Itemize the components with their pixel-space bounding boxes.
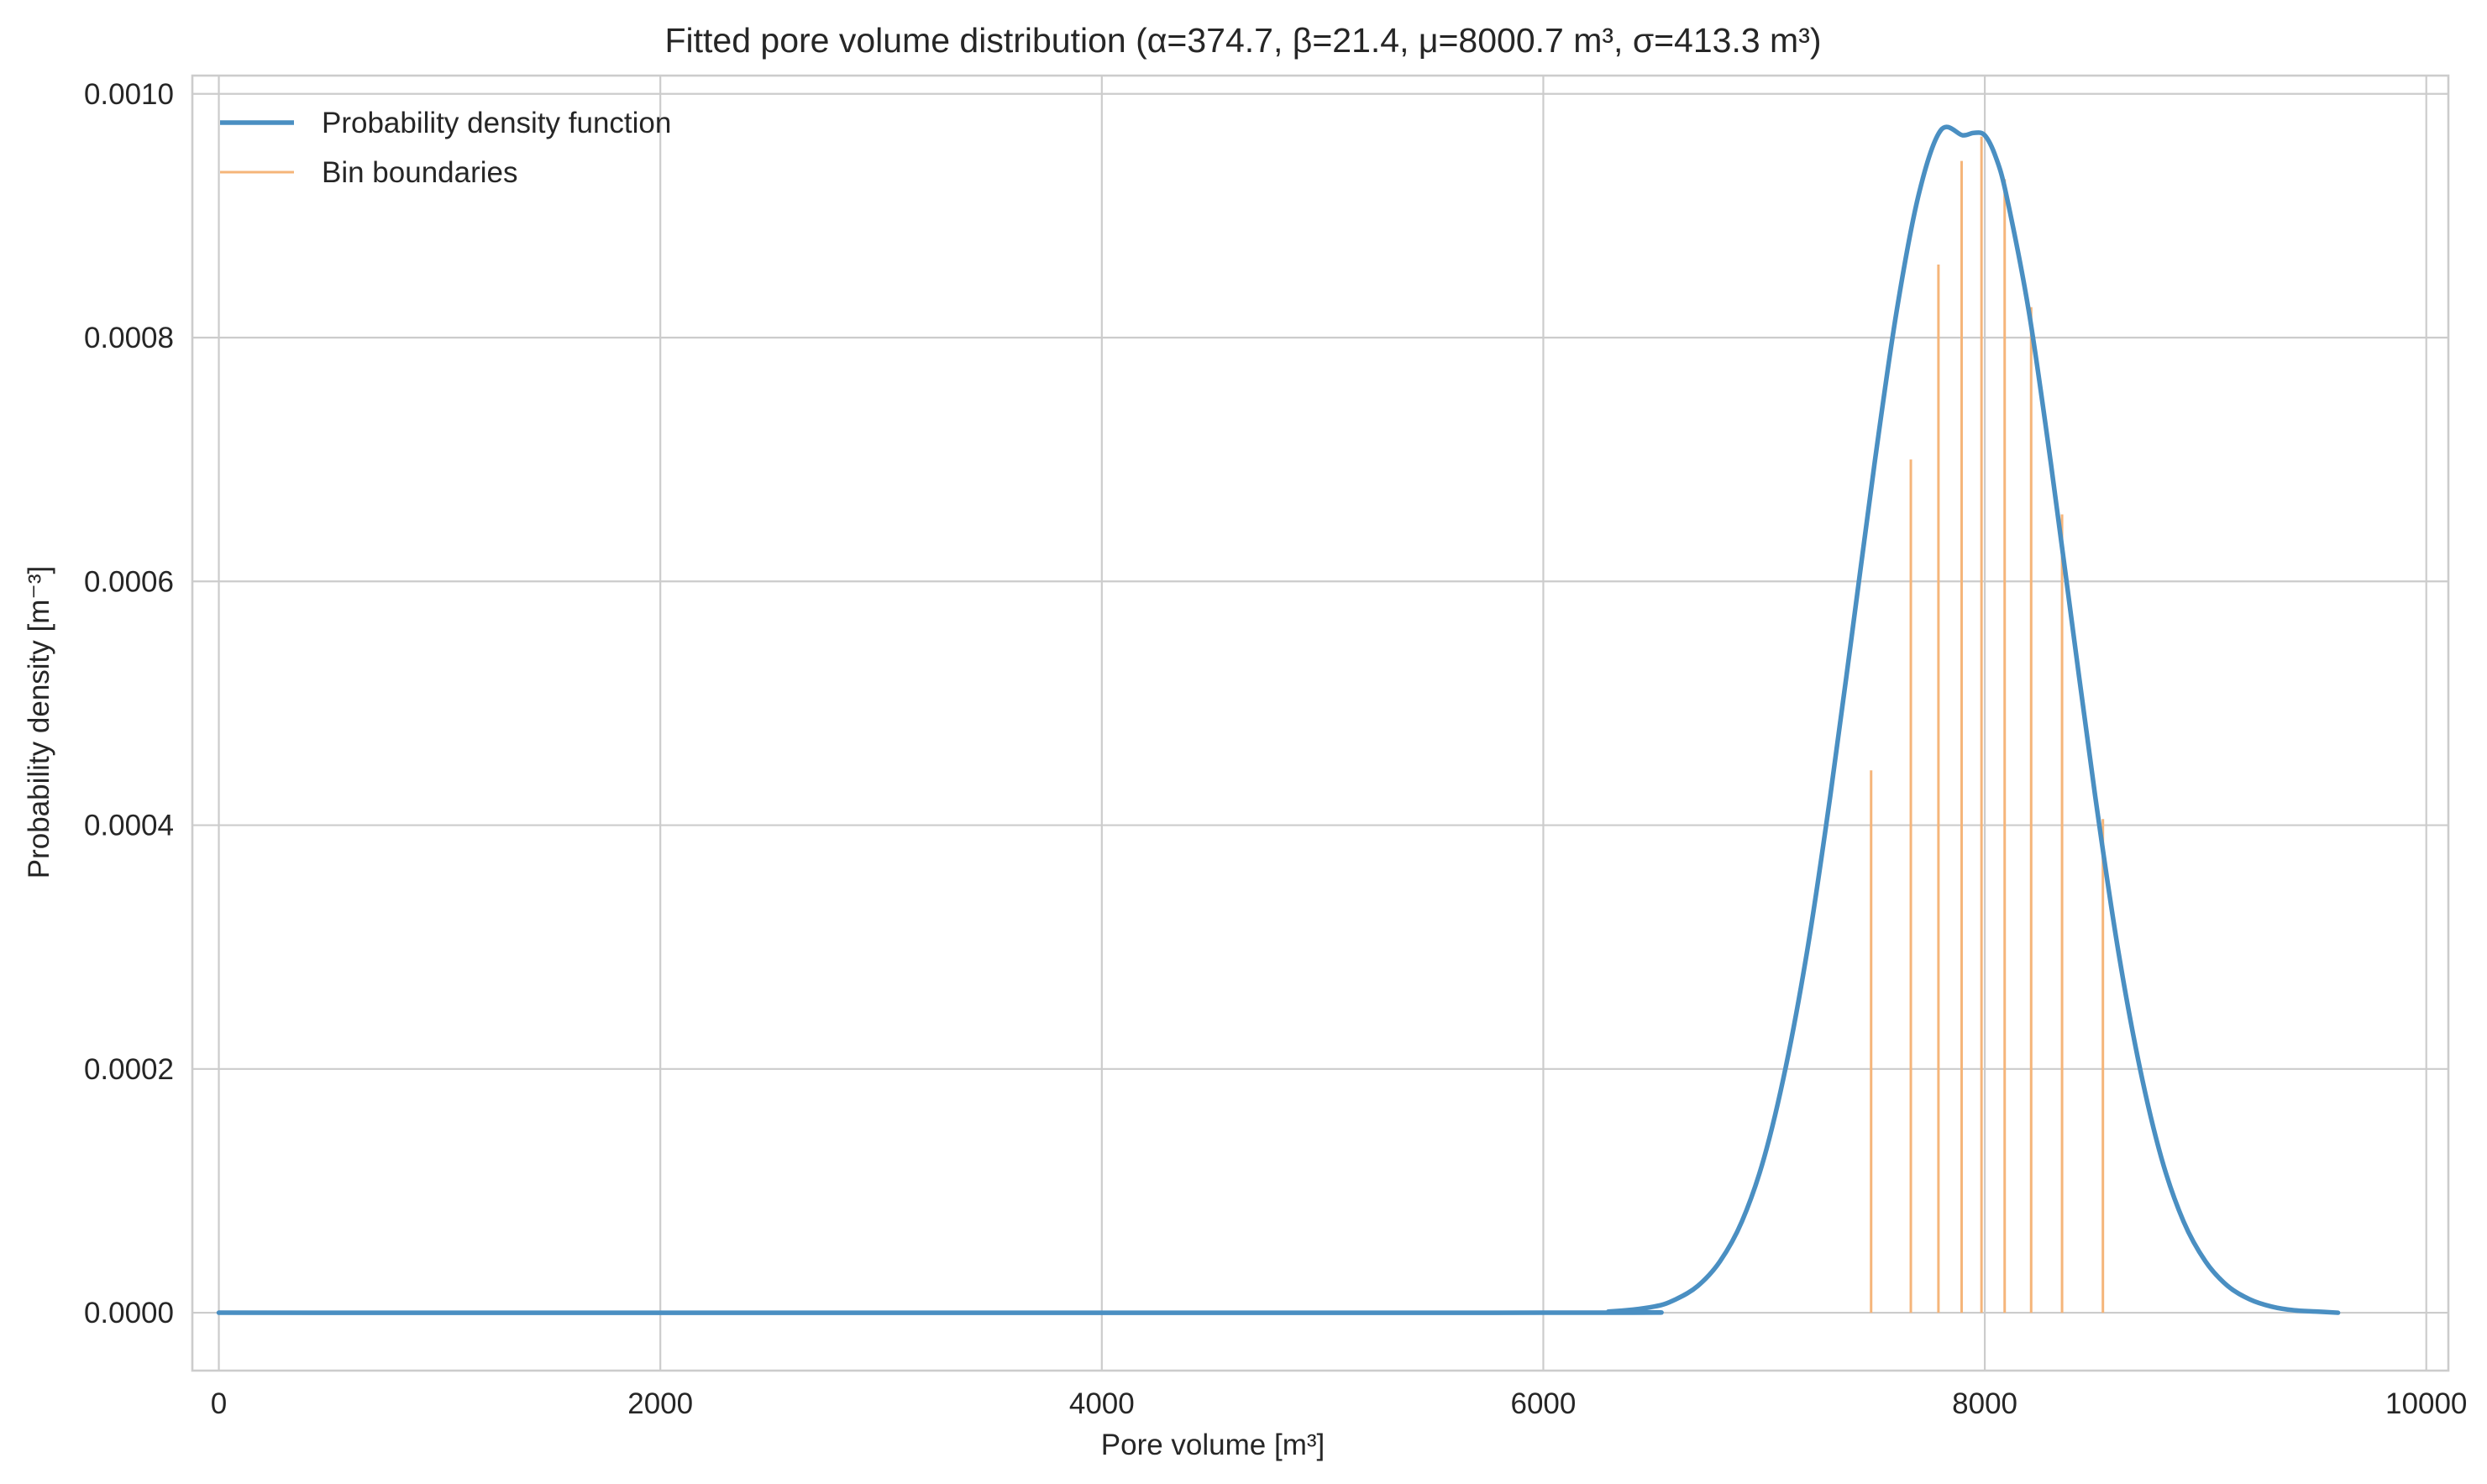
y-tick-label: 0.0004 — [84, 810, 174, 842]
legend-pdf-label: Probability density function — [322, 107, 671, 139]
x-axis-ticks: 0 2000 4000 6000 8000 10000 — [211, 1387, 2468, 1420]
y-tick-label: 0.0008 — [84, 322, 174, 354]
x-tick-label: 2000 — [627, 1387, 693, 1420]
plot-frame-rect — [191, 74, 2450, 1372]
pdf-curve — [216, 124, 2341, 1315]
y-axis-ticks: 0.0000 0.0002 0.0004 0.0006 0.0008 0.0010 — [84, 78, 174, 1329]
x-tick-label: 0 — [211, 1387, 227, 1420]
x-tick-label: 4000 — [1069, 1387, 1135, 1420]
y-axis-label: Probability density [m⁻³] — [23, 566, 55, 879]
x-tick-label: 8000 — [1952, 1387, 2017, 1420]
chart-title: Fitted pore volume distribution (α=374.7… — [664, 21, 1821, 60]
legend-bin-label: Bin boundaries — [322, 156, 518, 189]
y-tick-label: 0.0006 — [84, 565, 174, 598]
bin-boundaries-series — [1870, 136, 2105, 1314]
pdf-series — [216, 124, 2341, 1315]
legend: Probability density function Bin boundar… — [220, 107, 671, 189]
y-tick-label: 0.0010 — [84, 78, 174, 111]
x-tick-label: 6000 — [1511, 1387, 1577, 1420]
x-axis-label: Pore volume [m³] — [1101, 1429, 1325, 1461]
y-tick-label: 0.0000 — [84, 1297, 174, 1329]
plot-frame — [191, 74, 2450, 1372]
x-tick-label: 10000 — [2385, 1387, 2467, 1420]
y-tick-label: 0.0002 — [84, 1053, 174, 1086]
